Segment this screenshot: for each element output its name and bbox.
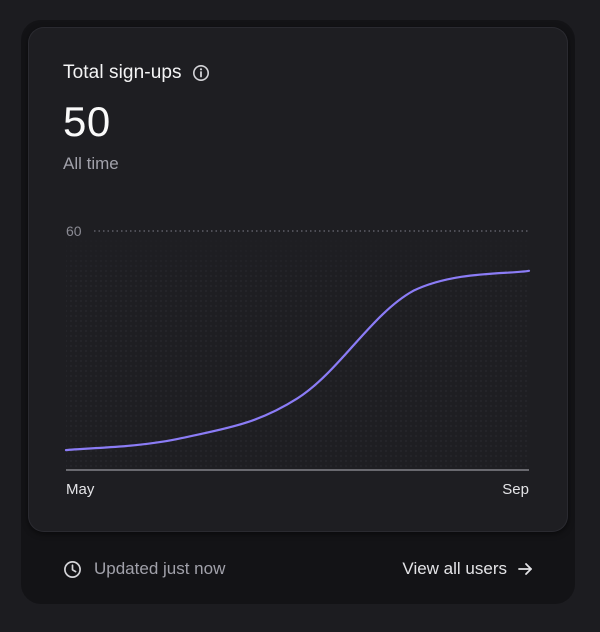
- update-status: Updated just now: [63, 556, 225, 582]
- card-header: Total sign-ups: [63, 60, 210, 86]
- card-title: Total sign-ups: [63, 62, 182, 83]
- view-all-users-label: View all users: [402, 559, 507, 578]
- clock-icon: [63, 560, 82, 579]
- period-label: All time: [63, 154, 119, 173]
- x-tick-label-end: Sep: [502, 481, 529, 498]
- series-line: [64, 269, 531, 452]
- x-tick-label-start: May: [66, 481, 95, 498]
- info-icon[interactable]: [192, 64, 210, 82]
- plot-area-fade: [66, 238, 529, 278]
- total-value: 50: [63, 98, 111, 145]
- y-tick-label: 60: [66, 223, 82, 239]
- update-status-text: Updated just now: [94, 559, 226, 578]
- arrow-right-icon: [517, 561, 533, 577]
- view-all-users-link[interactable]: View all users: [402, 556, 533, 582]
